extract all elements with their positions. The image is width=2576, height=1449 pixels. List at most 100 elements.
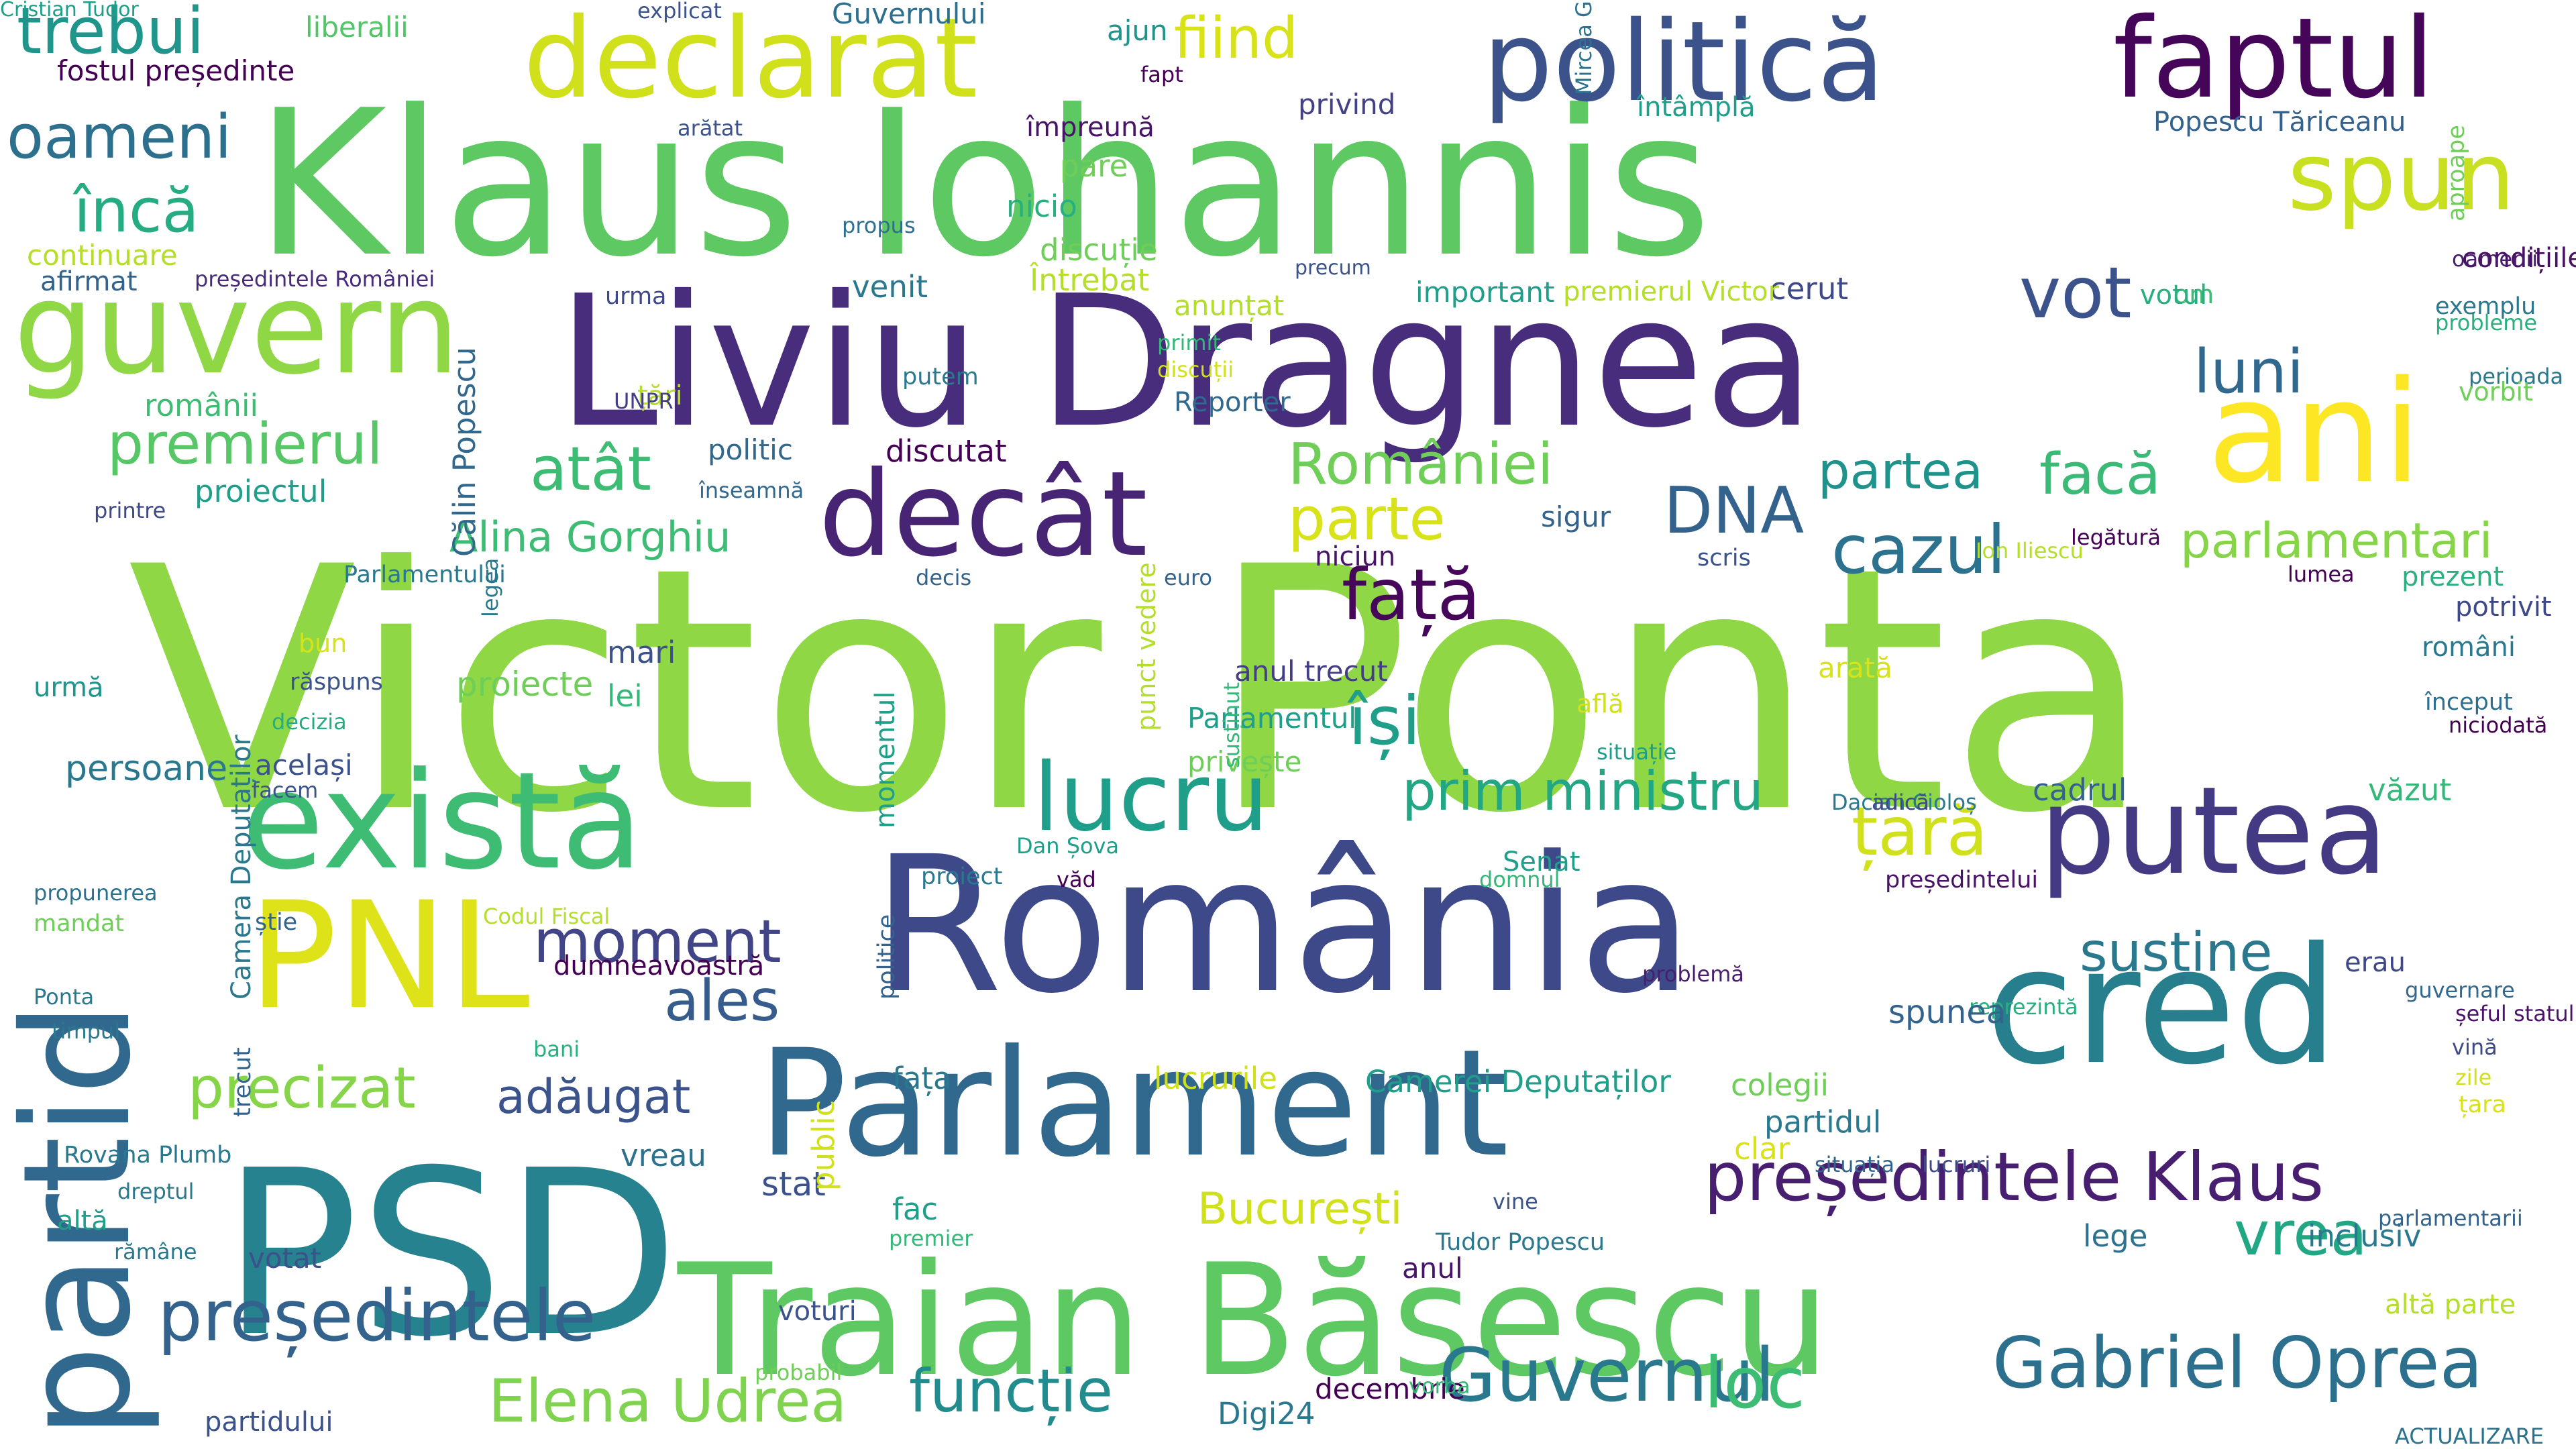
word-vine: vine xyxy=(1493,1189,1538,1214)
word-romanii: românii xyxy=(144,388,258,423)
word-guvern: guvern xyxy=(13,254,460,402)
word-declarat: declarat xyxy=(523,0,978,123)
word-punct-vedere: punct vedere xyxy=(1132,562,1161,731)
word-om: om xyxy=(2174,280,2214,309)
word-lucruri: lucruri xyxy=(1922,1152,1991,1177)
word-afirmat: afirmat xyxy=(40,266,138,297)
word-votat: votat xyxy=(248,1242,322,1275)
word-impreuna: împreună xyxy=(1026,112,1155,143)
word-tudor-popescu: Tudor Popescu xyxy=(1436,1229,1605,1256)
word-clar: clar xyxy=(1734,1131,1790,1167)
word-oameni: oameni xyxy=(7,102,232,172)
word-urma: urmă xyxy=(34,672,104,703)
word-erau: erau xyxy=(2345,947,2406,978)
word-voturi: voturi xyxy=(778,1296,857,1327)
word-potrivit: potrivit xyxy=(2455,592,2552,623)
word-vrea: vrea xyxy=(2234,1199,2367,1269)
word-gabriel-oprea: Gabriel Oprea xyxy=(1992,1322,2483,1404)
word-acelasi: același xyxy=(255,749,353,782)
word-liviu-dragnea: Liviu Dragnea xyxy=(557,256,1815,468)
word-tari: țări xyxy=(637,380,683,411)
word-mari: mari xyxy=(607,635,676,670)
word-elena-udrea: Elena Udrea xyxy=(488,1366,847,1436)
word-lumea: lumea xyxy=(2288,561,2355,587)
word-votul: votul xyxy=(2140,280,2208,311)
word-dumneavoastra: dumneavoastră xyxy=(553,951,765,981)
word-partidului: partidului xyxy=(205,1407,333,1438)
word-parlamentul: Parlamentul xyxy=(1187,702,1356,735)
word-anuntat: anunțat xyxy=(1174,289,1285,322)
word-isi: își xyxy=(1348,682,1421,760)
word-ani: ani xyxy=(2207,350,2422,515)
word-problema: problemă xyxy=(1642,961,1745,987)
word-dan-sova: Dan Șova xyxy=(1016,833,1120,859)
word-alina-gorghiu: Alina Gorghiu xyxy=(449,513,731,561)
word-inca: încă xyxy=(74,176,199,246)
word-fostul-presedinte: fostul președinte xyxy=(57,54,295,87)
word-faca: facă xyxy=(2039,441,2161,508)
word-putea: putea xyxy=(2039,761,2388,902)
word-persoane: persoane xyxy=(65,749,228,789)
word-presedintele: președintele xyxy=(158,1275,596,1357)
word-propunerea: propunerea xyxy=(34,880,158,906)
word-vazut: văzut xyxy=(2368,772,2451,808)
word-scris: scris xyxy=(1697,545,1751,572)
word-explicat: explicat xyxy=(637,0,722,23)
word-vad: văd xyxy=(1057,867,1096,892)
word-romania: România xyxy=(872,816,1694,1035)
word-mircea-geoana: Mircea Geoană xyxy=(1571,0,1597,95)
word-parlament: Parlament xyxy=(758,1018,1509,1189)
word-decat: decât xyxy=(818,447,1148,583)
word-venit: venit xyxy=(852,269,928,305)
word-precum: precum xyxy=(1295,256,1371,280)
word-romaniei: României xyxy=(1288,431,1554,498)
word-premierul-victor: premierul Victor xyxy=(1563,276,1780,307)
word-lei: lei xyxy=(607,678,643,714)
word-primit: primit xyxy=(1157,330,1221,356)
word-psd: PSD xyxy=(221,1122,680,1387)
word-perioada: perioada xyxy=(2469,364,2564,389)
word-partidul: partidul xyxy=(1764,1104,1882,1140)
word-dacian-ciolos: Dacian Cioloș xyxy=(1831,790,1977,815)
word-presedintelui: președintelui xyxy=(1885,867,2039,894)
word-tara: țară xyxy=(1851,792,1988,871)
word-vorbit: vorbit xyxy=(2459,377,2533,407)
word-klaus-iohannis: Klaus Iohannis xyxy=(255,67,1712,301)
word-vorba: vorba xyxy=(1409,1373,1470,1399)
word-fata: fața xyxy=(892,1061,952,1096)
word-reporter: Reporter xyxy=(1174,387,1291,418)
word-nicio: nicio xyxy=(1006,189,1077,224)
word-parlamentului: Parlamentului xyxy=(343,561,506,588)
word-inseamna: înseamnă xyxy=(699,478,804,503)
word-dna: DNA xyxy=(1664,474,1805,548)
word-adica: adică xyxy=(1872,790,1930,815)
word-seful-statului: șeful statului xyxy=(2455,1001,2576,1026)
word-discutat: discutat xyxy=(885,433,1007,469)
word-discutii: discuții xyxy=(1157,357,1234,382)
word-proiecte: proiecte xyxy=(456,665,594,704)
word-actualizare: ACTUALIZARE xyxy=(2395,1424,2544,1449)
word-cerut: cerut xyxy=(1770,271,1849,307)
word-politica: politică xyxy=(1483,0,1885,126)
word-lege: lege xyxy=(2083,1218,2148,1254)
word-probleme: probleme xyxy=(2435,310,2538,335)
word-facem: facem xyxy=(252,777,319,803)
word-intrebat: Întrebat xyxy=(1030,262,1150,298)
word-trecut: trecut xyxy=(229,1046,256,1117)
word-precizat: precizat xyxy=(188,1055,416,1122)
word-alta-parte: altă parte xyxy=(2385,1289,2516,1320)
word-dreptul: dreptul xyxy=(117,1179,195,1204)
word-presedintele-romaniei: președintele României xyxy=(195,266,435,292)
word-sigur: sigur xyxy=(1541,500,1611,533)
word-luni: luni xyxy=(2194,337,2304,407)
word-decembrie: decembrie xyxy=(1315,1373,1465,1405)
word-codul-fiscal: Codul Fiscal xyxy=(483,904,610,929)
word-victor-ponta: Victor Ponta xyxy=(127,496,2154,886)
word-unpr: UNPR xyxy=(614,388,674,414)
word-vot: vot xyxy=(2019,252,2132,334)
word-fata: față xyxy=(1342,554,1481,636)
word-intampla: întâmplă xyxy=(1637,92,1756,123)
word-timpul: timpul xyxy=(52,1018,121,1044)
word-premierul: premierul xyxy=(107,411,383,478)
